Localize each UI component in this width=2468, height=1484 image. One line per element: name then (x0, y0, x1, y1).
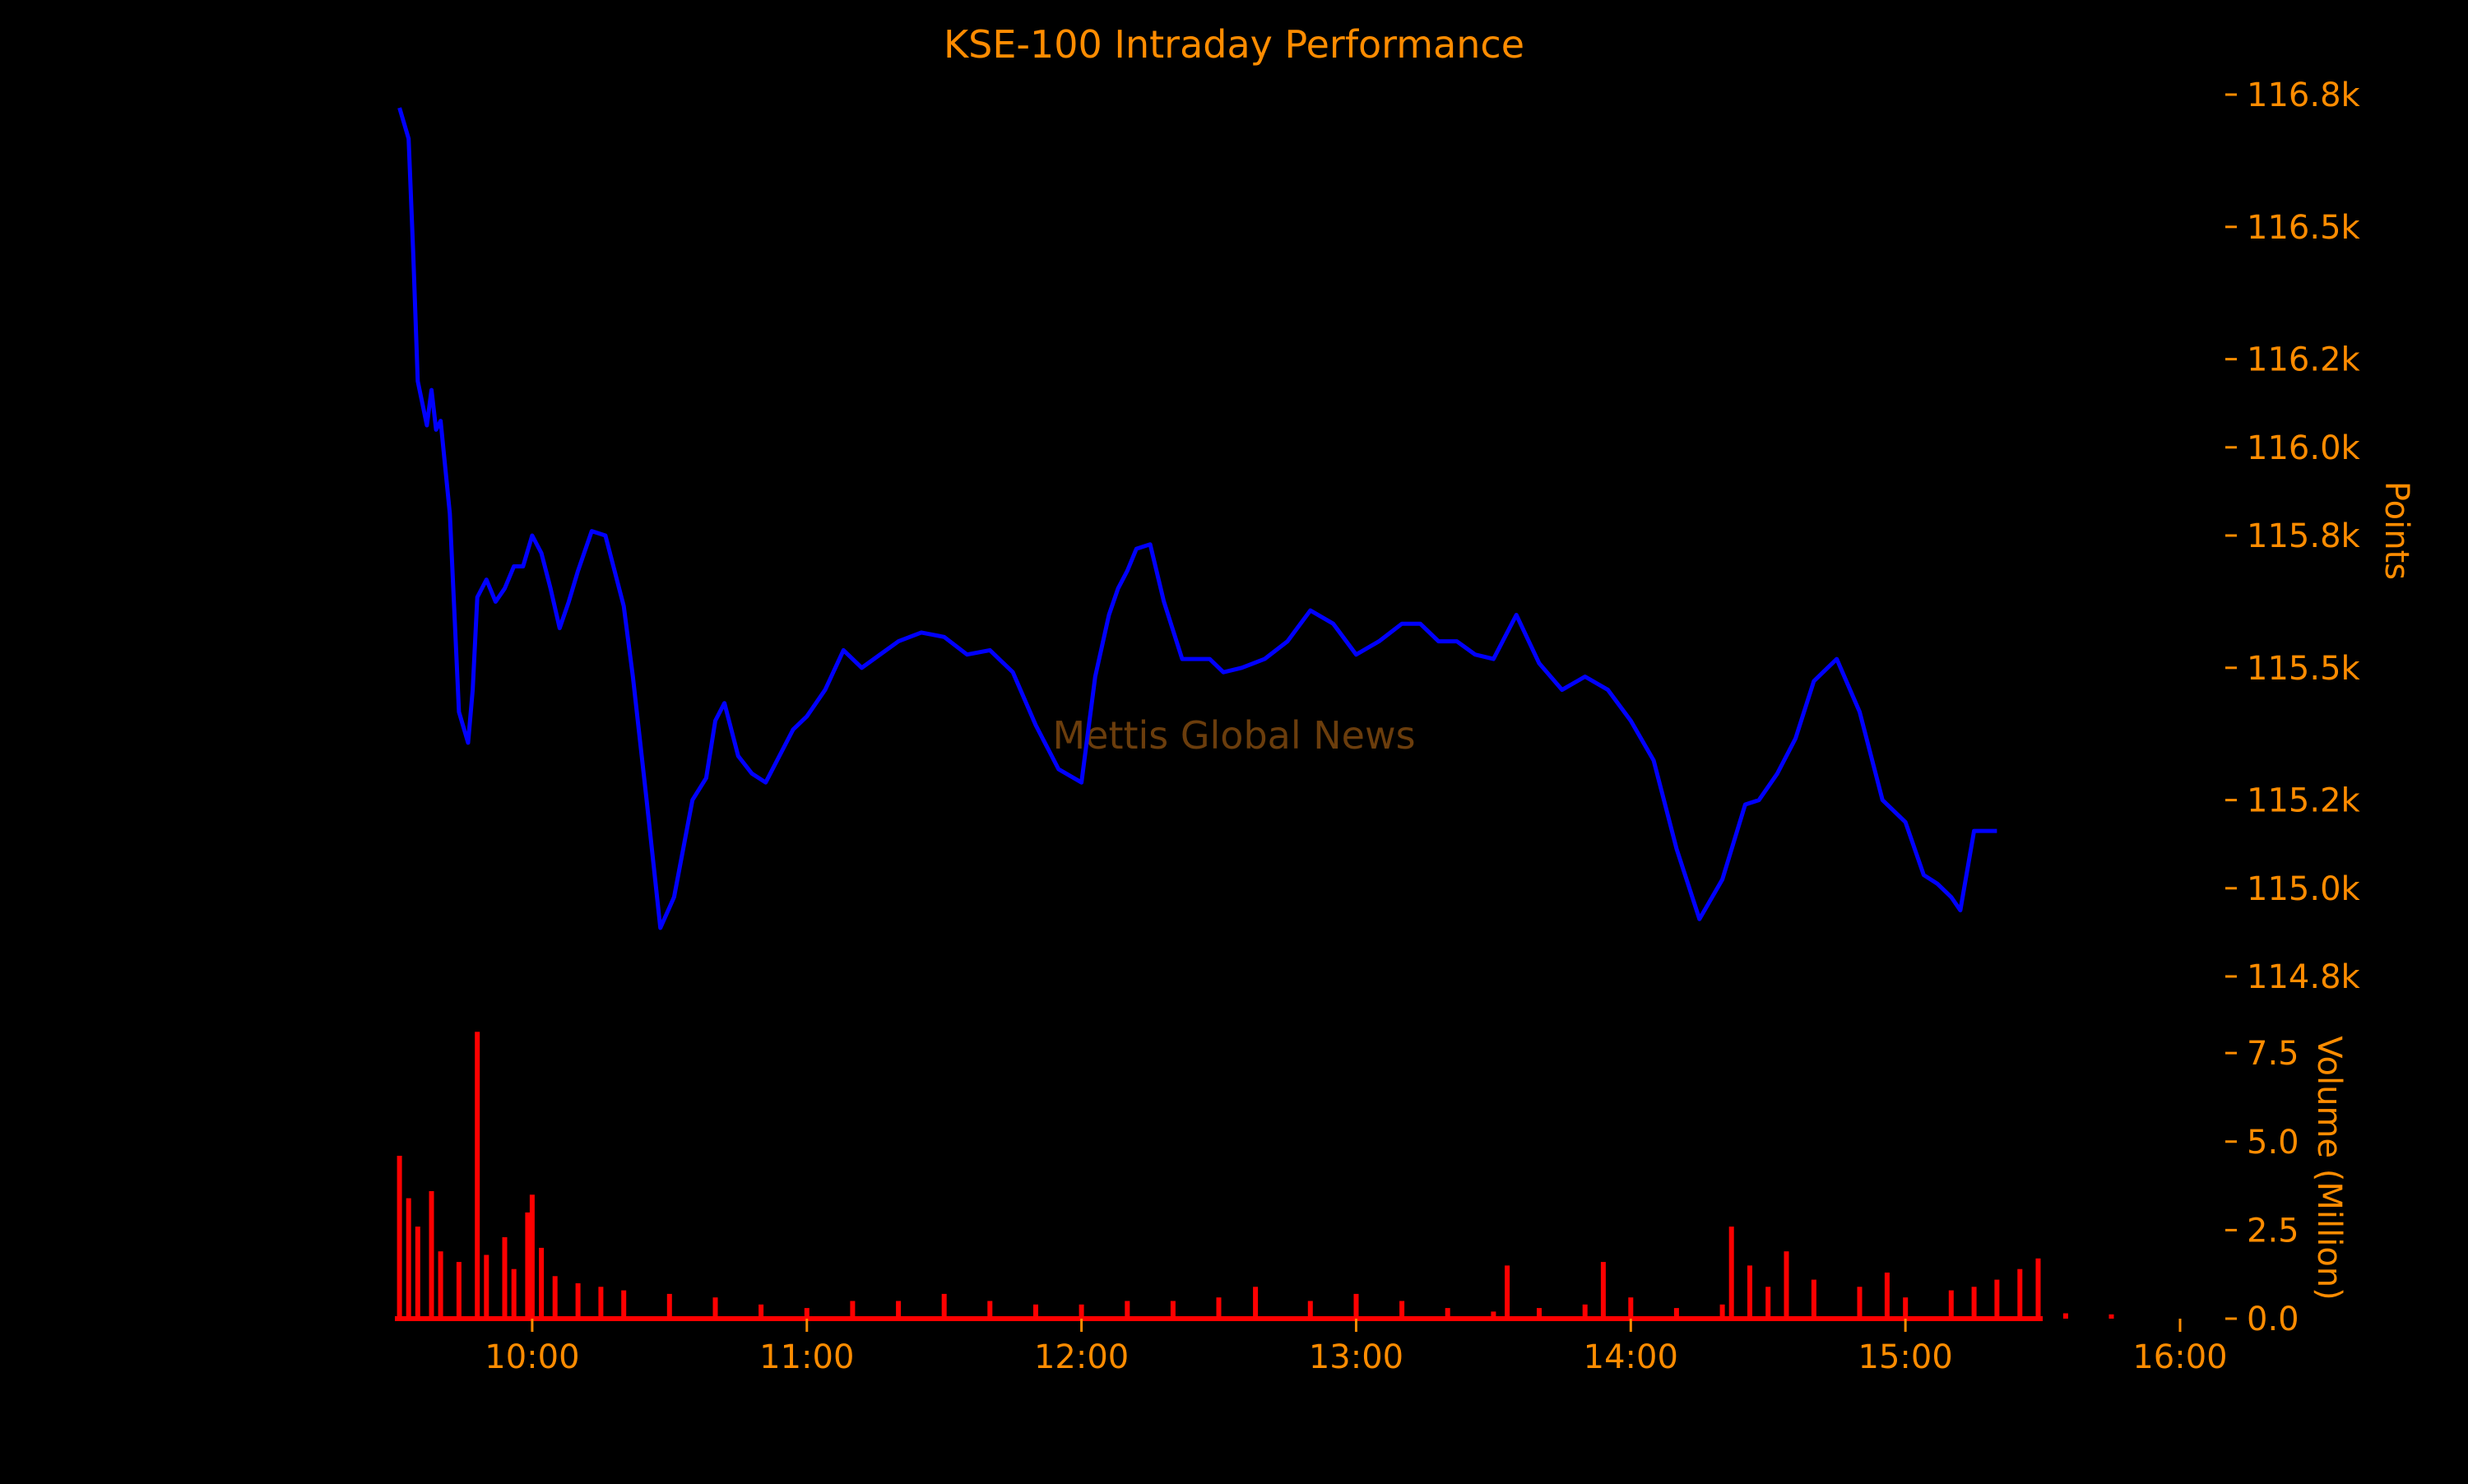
volume-bar (406, 1198, 411, 1319)
volume-bar (896, 1301, 902, 1319)
time-tick-label: 15:00 (1858, 1338, 1953, 1376)
volume-bar (1505, 1265, 1510, 1319)
volume-bar (1399, 1301, 1405, 1319)
volume-axis-label: Volume (Million) (2310, 1036, 2348, 1300)
volume-bar (1582, 1304, 1588, 1319)
volume-bar (575, 1283, 581, 1319)
volume-bar (1857, 1287, 1863, 1319)
price-tick-label: 116.8k (2247, 77, 2361, 114)
volume-bar (484, 1254, 489, 1319)
volume-bar (2017, 1268, 2023, 1319)
volume-bar (1491, 1311, 1496, 1319)
volume-bar (1353, 1293, 1359, 1319)
time-tick-label: 16:00 (2132, 1338, 2227, 1376)
price-axis-ticks: 114.8k 115.0k 115.2k 115.5k 115.8k 116.0k 116.… (2225, 77, 2361, 996)
volume-bar (525, 1212, 531, 1319)
volume-bar (941, 1293, 947, 1319)
time-axis-ticks: 10:00 11:00 12:00 13:00 14:00 15:00 16:00 (485, 1319, 2228, 1376)
volume-bar (475, 1032, 480, 1319)
volume-bar (2062, 1313, 2068, 1319)
time-tick-label: 13:00 (1309, 1338, 1403, 1376)
volume-bar (1784, 1251, 1789, 1319)
volume-bar (1170, 1301, 1176, 1319)
time-tick-label: 14:00 (1584, 1338, 1678, 1376)
volume-bar (1903, 1297, 1909, 1319)
volume-bar (1994, 1279, 2000, 1319)
price-axis-label: Points (2378, 481, 2415, 580)
volume-bar (511, 1268, 517, 1319)
volume-bar (502, 1237, 508, 1319)
volume-tick-label: 2.5 (2247, 1212, 2299, 1250)
price-line (397, 107, 1997, 930)
time-tick-label: 10:00 (485, 1338, 579, 1376)
price-tick-label: 115.5k (2247, 650, 2361, 688)
watermark: Mettis Global News (1052, 713, 1415, 758)
volume-bar (415, 1227, 420, 1319)
volume-bar (1971, 1287, 1977, 1319)
time-tick-label: 11:00 (759, 1338, 854, 1376)
volume-bar (429, 1191, 434, 1319)
volume-bar (456, 1262, 462, 1319)
volume-bar (1719, 1304, 1725, 1319)
price-tick-label: 116.0k (2247, 429, 2361, 467)
volume-bar (1884, 1273, 1890, 1319)
volume-bar (712, 1297, 718, 1319)
volume-bar (804, 1308, 810, 1319)
volume-bar (1673, 1308, 1679, 1319)
price-series (397, 107, 1997, 930)
chart-title: KSE-100 Intraday Performance (944, 22, 1524, 67)
volume-bar (1948, 1290, 1954, 1319)
volume-axis-ticks: 0.0 2.5 5.0 7.5 (2225, 1035, 2299, 1338)
volume-bar (438, 1251, 443, 1319)
price-tick-label: 115.2k (2247, 782, 2361, 820)
volume-bar (621, 1290, 627, 1319)
volume-bar (666, 1293, 672, 1319)
volume-tick-label: 0.0 (2247, 1301, 2299, 1338)
volume-bar (552, 1276, 558, 1319)
volume-bar (1747, 1265, 1752, 1319)
volume-bar (758, 1304, 764, 1319)
volume-tick-label: 5.0 (2247, 1124, 2299, 1162)
price-tick-label: 115.8k (2247, 517, 2361, 555)
volume-bar (1125, 1301, 1130, 1319)
volume-bar (1765, 1287, 1771, 1319)
price-tick-label: 115.0k (2247, 870, 2361, 908)
volume-bars (395, 1032, 2114, 1321)
volume-bar (1307, 1301, 1313, 1319)
volume-bar (1628, 1297, 1634, 1319)
volume-bar (397, 1156, 402, 1319)
volume-bar (2108, 1314, 2114, 1319)
volume-tick-label: 7.5 (2247, 1035, 2299, 1073)
volume-bar (539, 1247, 545, 1319)
price-tick-label: 116.5k (2247, 209, 2361, 247)
volume-bar (1253, 1287, 1259, 1319)
time-tick-label: 12:00 (1034, 1338, 1129, 1376)
volume-bar (1811, 1279, 1816, 1319)
volume-bar (1600, 1262, 1606, 1319)
volume-bar (1079, 1304, 1084, 1319)
volume-bar (529, 1194, 535, 1319)
volume-bar (2035, 1258, 2041, 1319)
price-tick-label: 114.8k (2247, 958, 2361, 996)
volume-bar (1033, 1304, 1038, 1319)
volume-bar (1537, 1308, 1542, 1319)
volume-bar (850, 1301, 856, 1319)
volume-bar (1728, 1227, 1734, 1319)
volume-bar (1445, 1308, 1450, 1319)
volume-bar (1216, 1297, 1222, 1319)
volume-bar (598, 1287, 604, 1319)
volume-bar (987, 1301, 993, 1319)
price-tick-label: 116.2k (2247, 341, 2361, 379)
